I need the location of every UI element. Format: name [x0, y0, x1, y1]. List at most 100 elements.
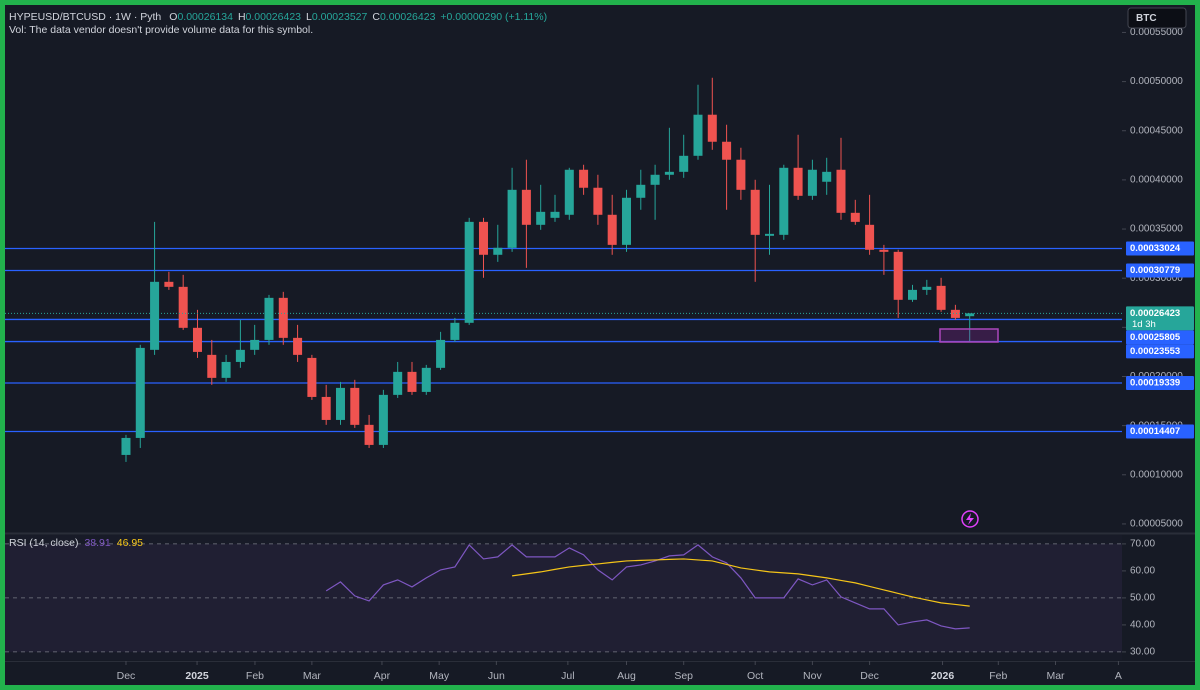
- level-label: 0.00033024: [1130, 243, 1181, 254]
- x-tick-label: Dec: [117, 670, 136, 682]
- candle-body: [564, 169, 574, 215]
- y-tick-label: 60.00: [1130, 566, 1155, 577]
- candle-body: [936, 285, 946, 310]
- candle-body: [321, 396, 331, 420]
- drawn-box: [939, 328, 999, 343]
- candle-body: [664, 171, 674, 175]
- x-tick-label: Oct: [747, 670, 763, 682]
- y-tick-label: 0.00040000: [1130, 175, 1183, 186]
- x-tick-label: 2025: [185, 670, 209, 682]
- candle-body: [607, 214, 617, 245]
- x-tick-label: Jul: [561, 670, 574, 682]
- level-label-bg: [1126, 424, 1194, 439]
- y-tick-label: 0.00050000: [1130, 76, 1183, 87]
- currency-button[interactable]: [1127, 7, 1187, 29]
- candle-body: [922, 286, 932, 290]
- candle-body: [507, 189, 517, 248]
- ohlc-label: L: [306, 11, 312, 23]
- x-tick-label: Dec: [860, 670, 879, 682]
- candle-body: [192, 327, 202, 352]
- ohlc-label: O: [169, 11, 177, 23]
- rsi-ma-value: 46.95: [117, 537, 143, 549]
- y-tick-label: 0.00005000: [1130, 519, 1183, 530]
- candle-body: [250, 339, 260, 350]
- high-value: 0.00026423: [246, 11, 302, 23]
- candle-body: [164, 281, 174, 287]
- y-tick-label: 50.00: [1130, 593, 1155, 604]
- candle-body: [779, 167, 789, 235]
- candle-body: [493, 247, 503, 255]
- candle-body: [807, 169, 817, 196]
- candle-body: [364, 424, 374, 445]
- candle-body: [965, 313, 975, 317]
- candle-body: [707, 114, 717, 142]
- candle-body: [879, 249, 889, 252]
- candle-body: [450, 322, 460, 340]
- x-tick-label: Sep: [674, 670, 693, 682]
- alert-icon-bolt: [966, 513, 974, 525]
- change: +0.00000290 (+1.11%): [440, 11, 547, 23]
- candle-body: [478, 221, 488, 255]
- candle-body: [521, 189, 531, 225]
- rsi-legend: RSI (14, close) 38.91 46.95: [9, 537, 143, 549]
- price-label: 0.00026423: [1130, 308, 1180, 319]
- candle-body: [307, 357, 317, 397]
- candle-body: [335, 387, 345, 420]
- level-label: 0.00019339: [1130, 378, 1180, 389]
- candle-body: [278, 297, 288, 338]
- candle-body: [421, 367, 431, 392]
- rsi-title: RSI (14, close): [9, 537, 78, 549]
- y-tick-label: 0.00030000: [1130, 273, 1183, 284]
- candle-body: [907, 289, 918, 300]
- ohlc-label: C: [372, 11, 380, 23]
- candle-body: [235, 349, 245, 362]
- candle-body: [636, 184, 646, 198]
- candle-body: [293, 337, 303, 355]
- rsi-line: [325, 543, 970, 630]
- candle-body: [393, 371, 403, 395]
- level-label: 0.00023553: [1130, 346, 1180, 357]
- candle-body: [822, 171, 832, 182]
- x-tick-label: Mar: [303, 670, 322, 682]
- candle-body: [150, 281, 160, 350]
- y-tick-label: 0.00045000: [1130, 125, 1183, 136]
- candle-body: [764, 233, 775, 236]
- level-label: 0.00030779: [1130, 265, 1180, 276]
- candle-body: [207, 354, 217, 378]
- countdown: 1d 3h: [1132, 319, 1156, 330]
- candle-body: [178, 286, 188, 328]
- candle-body: [865, 224, 875, 250]
- level-label-bg: [1126, 375, 1194, 390]
- low-value: 0.00023527: [312, 11, 368, 23]
- candle-body: [750, 189, 760, 235]
- candle-body: [621, 197, 631, 245]
- currency-button-label: BTC: [1136, 13, 1157, 24]
- open-value: 0.00026134: [177, 11, 233, 23]
- candle-body: [407, 371, 417, 392]
- alert-icon[interactable]: [961, 510, 979, 528]
- y-tick-label: 30.00: [1130, 647, 1155, 658]
- candle-body: [264, 297, 274, 340]
- y-tick-label: 0.00055000: [1130, 27, 1183, 38]
- level-label-bg: [1126, 344, 1194, 359]
- y-tick-label: 0.00035000: [1130, 224, 1183, 235]
- y-tick-label: 40.00: [1130, 620, 1155, 631]
- candle-body: [836, 169, 846, 213]
- candle-body: [722, 141, 732, 160]
- level-label: 0.00014407: [1130, 426, 1180, 437]
- candle-body: [893, 251, 903, 300]
- candle-body: [536, 211, 546, 225]
- candle-body: [793, 167, 803, 196]
- candle-body: [593, 187, 603, 215]
- x-tick-label: Mar: [1046, 670, 1065, 682]
- x-tick-label: Feb: [989, 670, 1007, 682]
- level-label-bg: [1126, 330, 1194, 345]
- level-label-bg: [1126, 263, 1194, 278]
- x-tick-label: Aug: [617, 670, 636, 682]
- legend-header: HYPEUSD/BTCUSD · 1W · Pyth O0.00026134 H0.…: [9, 11, 547, 23]
- candle-body: [650, 174, 660, 185]
- candle-body: [579, 169, 589, 188]
- x-tick-label: A: [1115, 670, 1122, 682]
- volume-note: Vol: The data vendor doesn't provide vol…: [9, 24, 313, 36]
